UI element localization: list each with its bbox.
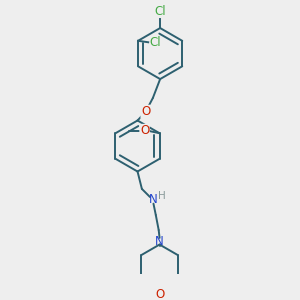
Text: Cl: Cl	[150, 36, 161, 49]
Text: O: O	[140, 124, 149, 137]
Text: N: N	[149, 194, 158, 206]
Text: N: N	[155, 235, 164, 248]
Text: Cl: Cl	[154, 5, 166, 18]
Text: O: O	[141, 105, 150, 118]
Text: H: H	[158, 191, 166, 201]
Text: O: O	[155, 288, 164, 300]
